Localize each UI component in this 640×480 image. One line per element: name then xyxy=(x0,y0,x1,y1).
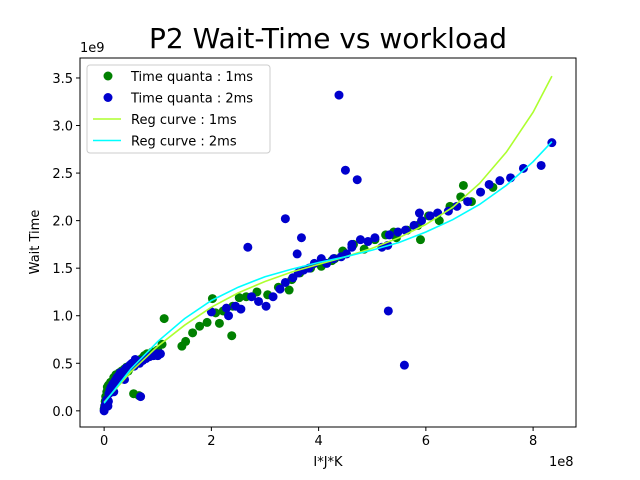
data-point xyxy=(476,187,486,197)
legend-marker xyxy=(103,71,113,81)
data-point xyxy=(130,354,140,364)
data-point xyxy=(268,292,278,302)
y-tick-label: 0.5 xyxy=(52,357,73,372)
y-tick-label: 2.0 xyxy=(52,215,73,230)
data-point xyxy=(393,227,403,237)
data-point xyxy=(254,296,264,306)
data-point xyxy=(136,392,146,402)
y-tick-label: 0.0 xyxy=(52,405,73,420)
data-point xyxy=(292,249,302,259)
data-point xyxy=(415,235,425,245)
legend-label: Reg curve : 2ms xyxy=(131,135,237,150)
data-point xyxy=(425,211,435,221)
x-tick-label: 6 xyxy=(422,434,430,449)
chart-title: P2 Wait-Time vs workload xyxy=(149,22,507,55)
data-point xyxy=(214,318,224,328)
data-point xyxy=(347,239,357,249)
y-tick-label: 1.5 xyxy=(52,262,73,277)
plot-area xyxy=(99,75,557,416)
data-point xyxy=(370,233,380,243)
y-offset-label: 1e9 xyxy=(80,41,105,56)
data-point xyxy=(363,237,373,247)
legend-marker xyxy=(103,93,113,102)
axis-ticks: 0 2 4 6 8 0.0 0.5 1.0 1.5 2.0 2.5 3.0 3.5 xyxy=(52,72,537,449)
data-point xyxy=(280,277,290,287)
data-point xyxy=(280,214,290,224)
x-tick-label: 4 xyxy=(314,434,322,449)
data-point xyxy=(195,321,205,331)
y-tick-label: 3.0 xyxy=(52,120,73,135)
data-point xyxy=(452,201,462,211)
data-point xyxy=(275,284,285,294)
data-point xyxy=(400,225,410,235)
data-point xyxy=(355,235,365,245)
y-axis-label: Wait Time xyxy=(28,210,43,275)
data-point xyxy=(221,303,231,313)
data-point xyxy=(409,220,419,230)
plot-frame xyxy=(79,57,577,428)
legend-box xyxy=(86,64,271,154)
legend: Time quanta : 1ms Time quanta : 2ms Reg cu… xyxy=(86,64,271,154)
data-point xyxy=(384,230,394,240)
x-axis-label: I*J*K xyxy=(313,455,343,470)
data-point xyxy=(434,216,444,226)
data-point xyxy=(247,292,257,302)
data-point xyxy=(284,285,294,295)
legend-label: Time quanta : 1ms xyxy=(130,70,253,85)
data-point xyxy=(296,233,306,243)
y-tick-label: 3.5 xyxy=(52,72,73,87)
regression-line xyxy=(103,141,553,404)
data-point xyxy=(227,331,237,341)
data-point xyxy=(334,90,344,100)
data-point xyxy=(463,197,473,207)
x-tick-label: 8 xyxy=(529,434,537,449)
data-point xyxy=(261,301,271,311)
data-point xyxy=(417,216,427,226)
data-point xyxy=(495,176,505,186)
data-point xyxy=(234,293,244,303)
data-point xyxy=(518,163,528,173)
regression-line xyxy=(103,75,553,403)
y-tick-label: 2.5 xyxy=(52,167,73,182)
data-point xyxy=(243,242,253,252)
data-point xyxy=(188,328,198,338)
x-tick-label: 2 xyxy=(207,434,215,449)
data-point xyxy=(153,351,163,361)
data-point xyxy=(340,165,350,175)
data-point xyxy=(159,314,169,324)
data-point xyxy=(181,336,191,346)
data-point xyxy=(202,317,212,327)
data-point xyxy=(352,175,362,185)
data-point xyxy=(236,304,246,314)
legend-label: Time quanta : 2ms xyxy=(130,92,253,107)
x-offset-label: 1e8 xyxy=(549,455,574,470)
data-point xyxy=(484,179,494,189)
x-tick-label: 0 xyxy=(100,434,108,449)
data-point xyxy=(224,311,234,321)
data-point xyxy=(383,306,393,316)
data-point xyxy=(399,360,409,370)
y-tick-label: 1.0 xyxy=(52,310,73,325)
data-point xyxy=(458,180,468,190)
legend-label: Reg curve : 1ms xyxy=(131,113,237,128)
data-point xyxy=(414,208,424,218)
data-point xyxy=(536,160,546,170)
